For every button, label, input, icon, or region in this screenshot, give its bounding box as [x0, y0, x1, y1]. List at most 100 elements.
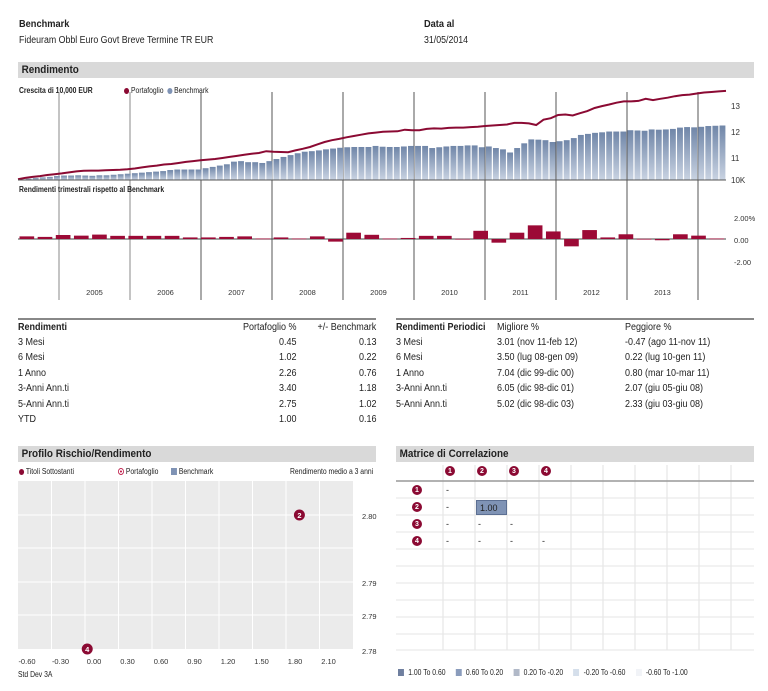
- returns-row: 5-Anni Ann.ti 2.75 1.02: [18, 397, 376, 413]
- portfolio-legend-dot-icon: [124, 87, 130, 94]
- returns-table-header: Rendimenti Portafoglio % +/- Benchmark: [18, 319, 376, 335]
- scatter-point-label: 4: [85, 645, 90, 654]
- correlation-cell: 1.00: [476, 500, 507, 515]
- year-label: 2008: [299, 288, 316, 297]
- risk-legend-titoli-label: Titoli Sottostanti: [25, 467, 74, 476]
- benchmark-bar: [46, 176, 53, 180]
- benchmark-bar: [478, 147, 485, 180]
- returns-period: YTD: [18, 414, 36, 426]
- benchmark-bar: [231, 161, 237, 180]
- date-label: Data al: [424, 18, 455, 30]
- returns-period: 6 Mesi: [18, 352, 45, 364]
- benchmark-bar: [485, 146, 492, 180]
- quarterly-bar: [201, 237, 216, 239]
- benchmark-bar: [138, 172, 145, 180]
- periodic-header-label: Rendimenti Periodici: [396, 321, 486, 333]
- benchmark-bar: [712, 125, 719, 180]
- benchmark-bar: [514, 148, 521, 180]
- benchmark-bar: [195, 169, 202, 180]
- periodic-row: 1 Anno 7.04 (dic 99-dic 00) 0.80 (mar 10-m…: [396, 366, 754, 382]
- year-label: 2006: [157, 288, 174, 297]
- target-dot-icon: [118, 468, 124, 476]
- growth-y-ticks: 10K 11 12 13: [731, 102, 746, 185]
- periodic-best: 3.50 (lug 08-gen 09): [497, 352, 579, 364]
- correlation-grid-bg: [396, 465, 754, 651]
- correlation-cell: -: [446, 502, 449, 512]
- benchmark-bar: [146, 172, 152, 180]
- benchmark-bar: [131, 173, 138, 180]
- growth-y-tick-label: 11: [731, 154, 740, 163]
- quarterly-bar: [364, 234, 380, 239]
- year-label: 2011: [512, 288, 528, 297]
- quarterly-bar: [219, 236, 234, 239]
- periodic-worst: 0.80 (mar 10-mar 11): [625, 367, 710, 379]
- legend-swatch-icon: [455, 669, 462, 677]
- benchmark-bar: [684, 127, 690, 180]
- benchmark-bar: [379, 146, 386, 180]
- scatter-x-tick-label: 0.60: [154, 657, 169, 666]
- correlation-cell: -: [510, 519, 513, 529]
- quarterly-bar: [673, 234, 688, 239]
- correlation-legend-item: 0.20 To -0.20: [513, 668, 563, 677]
- scatter-x-ticks: -0.60 -0.30 0.00 0.30 0.60 0.90 1.20 1.50 1.80 2.…: [18, 657, 335, 666]
- correlation-cell: -: [478, 519, 481, 529]
- growth-chart-title: Crescita di 10,000 EUR: [19, 86, 93, 95]
- year-label: 2010: [441, 288, 458, 297]
- benchmark-bar: [393, 146, 400, 180]
- benchmark-bar: [68, 175, 75, 180]
- correlation-cell: -: [542, 536, 545, 546]
- benchmark-bar: [89, 175, 96, 180]
- scatter-points: 24: [81, 509, 305, 655]
- benchmark-legend-dot-icon: [167, 87, 173, 94]
- benchmark-bar: [294, 153, 301, 180]
- benchmark-bar: [96, 175, 103, 180]
- benchmark-bar: [372, 145, 379, 180]
- periodic-period: 3 Mesi: [396, 336, 423, 348]
- scatter-x-tick-label: 0.30: [120, 657, 135, 666]
- quarterly-bar: [654, 239, 670, 241]
- periodic-row: 3-Anni Ann.ti 6.05 (dic 98-dic 01) 2.07 (g…: [396, 381, 754, 397]
- benchmark-bar: [82, 175, 89, 180]
- benchmark-bar: [528, 139, 535, 180]
- benchmark-bar: [521, 143, 528, 180]
- returns-period: 3 Mesi: [18, 336, 45, 348]
- quarterly-chart-title: Rendimenti trimestrali rispetto al Bench…: [19, 185, 165, 194]
- quarterly-bar: [73, 235, 89, 239]
- correlation-row-badge: 4: [412, 536, 422, 546]
- quarterly-bar: [437, 235, 452, 239]
- quarterly-bar: [146, 235, 162, 239]
- benchmark-bar: [641, 130, 648, 180]
- correlation-legend: 1.00 To 0.60 0.60 To 0.20 0.20 To -0.20 -0.…: [398, 668, 688, 677]
- returns-header-portfolio: Portafoglio %: [242, 321, 296, 333]
- legend-swatch-icon: [513, 669, 520, 677]
- benchmark-bar: [323, 149, 329, 180]
- benchmark-bar: [386, 146, 393, 180]
- year-label: 2013: [654, 288, 671, 297]
- benchmark-bar: [648, 129, 655, 180]
- benchmark-bar: [691, 127, 698, 180]
- benchmark-bar: [315, 150, 322, 180]
- quarterly-bar: [600, 237, 616, 239]
- scatter-x-tick-label: 0.00: [87, 657, 102, 666]
- periodic-best: 5.02 (dic 98-dic 03): [497, 398, 575, 410]
- returns-row: YTD 1.00 0.16: [18, 412, 376, 428]
- correlation-legend-item: 0.60 To 0.20: [455, 668, 503, 677]
- benchmark-bar: [124, 173, 131, 180]
- scatter-x-tick-label: 1.50: [254, 657, 269, 666]
- periodic-header-best: Migliore %: [497, 321, 540, 333]
- benchmark-bar: [627, 130, 634, 180]
- benchmark-bar: [464, 145, 471, 180]
- growth-legend-portfolio: Portafoglio: [130, 86, 164, 95]
- benchmark-bar: [216, 165, 223, 180]
- year-gridlines: [58, 92, 699, 300]
- correlation-legend-item: 1.00 To 0.60: [398, 668, 446, 677]
- benchmark-bar: [620, 131, 627, 180]
- correlation-cell: -: [446, 485, 449, 495]
- quarterly-y-tick-label: 2.00%: [734, 214, 756, 223]
- benchmark-bar: [344, 147, 351, 180]
- benchmark-bar: [287, 155, 294, 180]
- returns-benchmark-diff: 1.02: [358, 398, 376, 410]
- legend-label: 1.00 To 0.60: [408, 668, 446, 677]
- quarterly-bar: [328, 239, 343, 242]
- benchmark-bar: [698, 126, 705, 180]
